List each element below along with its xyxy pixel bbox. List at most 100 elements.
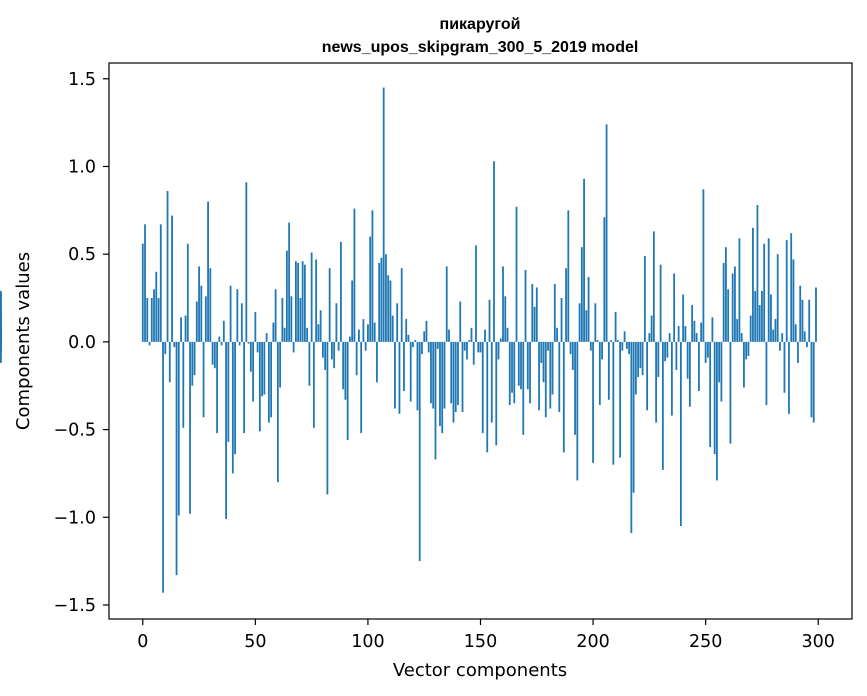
bar (704, 341, 707, 363)
bar (328, 268, 331, 342)
bar (544, 341, 547, 418)
bar (632, 341, 635, 493)
bar (0, 324, 2, 342)
x-tick-label: 100 (351, 632, 384, 652)
bar (772, 329, 775, 342)
bar (598, 341, 601, 406)
bar (321, 341, 324, 358)
bar (0, 341, 2, 363)
bar (362, 319, 365, 342)
bar (396, 303, 399, 342)
bar (794, 324, 797, 342)
bar (542, 341, 545, 383)
bar (641, 341, 644, 376)
bar (749, 315, 752, 342)
bar (157, 298, 160, 342)
bar (621, 341, 624, 351)
bar (378, 262, 381, 342)
bar (511, 341, 513, 393)
bar (281, 298, 284, 342)
bar (238, 341, 241, 346)
bar (524, 269, 527, 342)
bar (815, 287, 817, 342)
bar (448, 329, 450, 342)
bar (754, 291, 757, 342)
bar (202, 341, 205, 418)
bar (479, 341, 482, 353)
bar (752, 227, 754, 342)
bar (355, 341, 358, 376)
bar (679, 341, 682, 527)
bar (159, 224, 162, 342)
bar (324, 341, 327, 370)
bar (770, 294, 772, 342)
bar (382, 87, 385, 342)
bar (387, 275, 390, 342)
bar (349, 336, 351, 342)
bar (612, 341, 615, 465)
bar (682, 294, 685, 342)
bar (508, 341, 511, 406)
bar (592, 341, 594, 463)
x-axis-ticks: 0 50 100 150 200 250 300 (137, 619, 835, 652)
bar (234, 341, 236, 455)
bar (427, 341, 430, 353)
bar (716, 341, 718, 481)
bar (484, 329, 486, 342)
bar (758, 305, 761, 342)
bar (279, 341, 282, 388)
bar (288, 222, 291, 342)
bar (434, 341, 437, 460)
bar (517, 341, 520, 386)
bar (463, 341, 466, 351)
bar (243, 341, 245, 434)
bar (297, 262, 300, 342)
bar (691, 305, 694, 342)
bar (421, 341, 423, 355)
bar (360, 341, 363, 434)
bar (162, 341, 164, 593)
bar (574, 341, 576, 435)
bar (522, 341, 525, 435)
y-tick-label: −1.0 (54, 508, 97, 528)
bar (283, 327, 286, 342)
bar (141, 243, 144, 342)
bar (727, 289, 730, 342)
bar (222, 320, 225, 342)
bar (673, 273, 676, 342)
x-tick-label: 150 (464, 632, 497, 652)
bar (263, 341, 266, 395)
bar (707, 341, 709, 358)
bar (486, 341, 489, 453)
bar (148, 341, 151, 346)
bar (452, 341, 455, 423)
bar (195, 301, 198, 342)
bar (513, 341, 516, 404)
bar (342, 341, 345, 390)
y-tick-label: −1.5 (54, 596, 97, 616)
bar (495, 341, 498, 446)
x-tick-label: 0 (137, 632, 148, 652)
bar (229, 285, 232, 342)
bar (488, 299, 491, 342)
bar (587, 276, 590, 342)
bar (585, 310, 588, 342)
bar (400, 268, 403, 342)
bar (376, 341, 378, 383)
bar (812, 341, 815, 423)
bar (740, 333, 743, 342)
bar (756, 205, 759, 342)
bar (684, 326, 687, 342)
bar (603, 217, 606, 342)
bar (529, 341, 531, 404)
bar (457, 341, 459, 406)
bar (213, 341, 216, 369)
bar (686, 341, 689, 379)
bar (380, 257, 383, 342)
bar (331, 341, 333, 360)
bar (171, 215, 173, 342)
x-tick-label: 200 (576, 632, 609, 652)
bar (540, 341, 543, 363)
bar (765, 341, 768, 406)
bar (470, 327, 473, 342)
